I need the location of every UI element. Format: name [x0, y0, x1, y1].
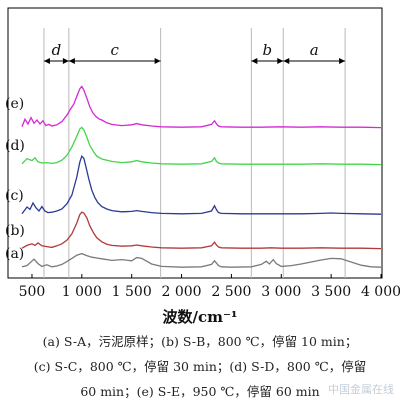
series-label-d: (d)	[5, 138, 25, 154]
x-tick-label-2000: 2 000	[162, 284, 202, 300]
x-tick-label-500: 500	[19, 284, 46, 300]
x-axis-ticks: 500 1 000 1 500 2 000 2 500 3 000 3 500 4 000	[19, 274, 400, 300]
arrowhead-left-a	[283, 58, 290, 64]
series-label-a: (a)	[5, 246, 24, 262]
arrowhead-left-b	[251, 58, 258, 64]
x-tick-label-3500: 3 500	[311, 284, 351, 300]
spectrum-d	[21, 126, 382, 166]
series-labels: (a) (b) (c) (d) (e)	[5, 96, 25, 262]
region-label-c: c	[111, 41, 120, 59]
x-tick-label-4000: 4 000	[361, 284, 400, 300]
spectrum-a	[21, 252, 382, 268]
spectrum-c	[21, 154, 382, 215]
series-label-c: (c)	[5, 188, 24, 204]
x-tick-label-1500: 1 500	[112, 284, 152, 300]
spectrum-e	[21, 85, 382, 129]
region-label-b: b	[263, 41, 273, 59]
spectra	[21, 85, 382, 268]
arrowhead-right-c	[154, 58, 161, 64]
caption-line-2: (c) S-C，800 ℃，停留 30 min；(d) S-D，800 ℃，停留	[33, 359, 367, 374]
arrowhead-right-d	[62, 58, 69, 64]
arrowhead-left-c	[68, 58, 75, 64]
caption-line-3: 60 min；(e) S-E，950 ℃，停留 60 min	[80, 384, 320, 399]
region-boundaries	[43, 28, 346, 278]
x-tick-label-2500: 2 500	[211, 284, 251, 300]
arrowhead-right-a	[339, 58, 346, 64]
arrowhead-right-b	[277, 58, 284, 64]
region-label-d: d	[52, 41, 62, 59]
plot-frame	[7, 7, 383, 279]
x-tick-label-1000: 1 000	[62, 284, 102, 300]
arrowhead-left-d	[43, 58, 50, 64]
series-label-b: (b)	[5, 223, 25, 239]
caption-line-1: (a) S-A，污泥原样；(b) S-B，800 ℃，停留 10 min；	[42, 334, 358, 349]
watermark: 中国金属在线	[328, 383, 394, 396]
region-label-a: a	[310, 41, 319, 59]
x-axis-label: 波数/cm⁻¹	[163, 308, 238, 326]
series-label-e: (e)	[5, 96, 24, 112]
x-tick-label-3000: 3 000	[261, 284, 301, 300]
spectrum-b	[21, 211, 382, 250]
